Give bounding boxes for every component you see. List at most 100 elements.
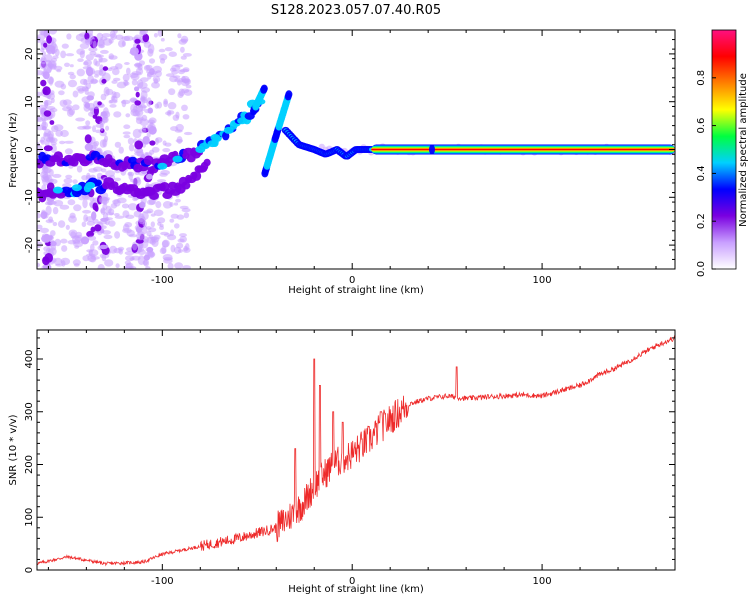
noise-blob	[62, 183, 72, 188]
noise-blob	[114, 141, 122, 148]
noise-blob	[148, 58, 156, 64]
noise-blob	[174, 63, 183, 68]
noise-blob	[37, 145, 43, 153]
noise-blob	[123, 35, 134, 41]
noise-blob	[72, 104, 80, 111]
noise-blob	[58, 90, 65, 96]
noise-streak	[43, 42, 48, 48]
noise-blob	[37, 33, 46, 41]
noise-blob	[61, 43, 69, 49]
noise-blob	[128, 203, 138, 211]
noise-blob	[63, 178, 73, 184]
noise-streak	[147, 124, 154, 133]
trace-highlight	[237, 117, 248, 125]
trace-highlight	[71, 184, 82, 192]
noise-streak	[135, 116, 144, 121]
doppler-trace-upper	[43, 154, 52, 162]
noise-streak	[139, 30, 148, 36]
noise-streak	[143, 259, 150, 267]
colorbar-label: Normalized spectral amplitude	[738, 73, 749, 227]
noise-blob	[155, 137, 163, 143]
noise-blob	[66, 33, 72, 40]
noise-streak	[41, 126, 47, 131]
noise-blob	[168, 88, 176, 96]
noise-streak	[45, 205, 52, 216]
noise-streak	[39, 61, 48, 70]
noise-streak	[132, 128, 142, 139]
noise-blob	[60, 238, 68, 244]
noise-blob	[105, 125, 110, 131]
noise-blob	[77, 58, 84, 62]
noise-blob	[181, 104, 188, 112]
noise-streak	[87, 235, 97, 241]
noise-streak	[100, 111, 108, 117]
noise-blob	[100, 168, 107, 173]
noise-blob	[125, 113, 131, 118]
snr-frame	[36, 329, 676, 571]
noise-blob	[115, 263, 120, 269]
x-tick-label: 0	[349, 576, 355, 587]
noise-streak	[51, 45, 56, 55]
noise-blob	[76, 165, 83, 173]
noise-blob	[64, 62, 70, 67]
noise-blob	[114, 231, 121, 239]
colorbar-tick-label: 0.6	[696, 118, 707, 134]
noise-streak	[46, 35, 52, 44]
noise-streak	[103, 86, 110, 97]
noise-blob	[178, 39, 187, 45]
noise-blob	[113, 111, 122, 118]
noise-streak	[96, 32, 104, 41]
noise-streak	[145, 247, 154, 253]
noise-blob	[167, 102, 177, 110]
noise-streak	[50, 230, 56, 237]
noise-blob	[160, 37, 165, 42]
noise-blob	[60, 257, 71, 266]
noise-blob	[60, 83, 67, 90]
noise-streak	[87, 74, 94, 85]
x-tick-label: 0	[349, 275, 355, 286]
noise-streak	[84, 143, 94, 152]
noise-blob	[125, 255, 135, 262]
noise-blob	[159, 223, 164, 228]
noise-blob	[108, 220, 116, 227]
noise-blob	[122, 210, 130, 218]
noise-blob	[57, 220, 66, 228]
noise-blob	[122, 228, 132, 234]
noise-blob	[183, 212, 190, 219]
noise-blob	[76, 48, 86, 55]
noise-blob	[90, 256, 100, 260]
noise-blob	[92, 240, 99, 246]
noise-streak	[140, 103, 146, 111]
snr-panel: -100 0 100 0 100 200 300 400 Height of straight…	[8, 329, 676, 595]
noise-streak	[102, 138, 108, 148]
noise-streak	[146, 173, 153, 180]
noise-blob	[118, 248, 124, 255]
noise-blob	[108, 55, 118, 60]
noise-streak	[44, 100, 49, 107]
noise-blob	[124, 62, 130, 65]
noise-blob	[174, 262, 184, 269]
noise-blob	[99, 64, 104, 72]
noise-blob	[170, 213, 179, 219]
noise-blob	[122, 73, 130, 82]
noise-blob	[75, 117, 85, 122]
noise-streak	[140, 95, 146, 101]
y-tick-label: 20	[24, 48, 35, 61]
noise-streak	[148, 198, 157, 205]
trace-highlight	[210, 134, 221, 141]
noise-blob	[116, 81, 127, 89]
noise-blob	[180, 46, 185, 53]
noise-streak	[41, 174, 49, 183]
x-tick-label: 100	[533, 576, 552, 587]
noise-blob	[59, 140, 66, 145]
colorbar: 0.0 0.2 0.4 0.6 0.8 Normalized spectral ampl…	[696, 29, 749, 277]
noise-blob	[52, 206, 59, 215]
noise-blob	[177, 33, 182, 39]
noise-streak	[134, 38, 141, 44]
noise-blob	[183, 245, 188, 252]
noise-blob	[69, 74, 76, 80]
noise-streak	[86, 95, 94, 101]
noise-streak	[93, 140, 100, 147]
noise-blob	[177, 69, 185, 75]
noise-streak	[89, 196, 95, 202]
